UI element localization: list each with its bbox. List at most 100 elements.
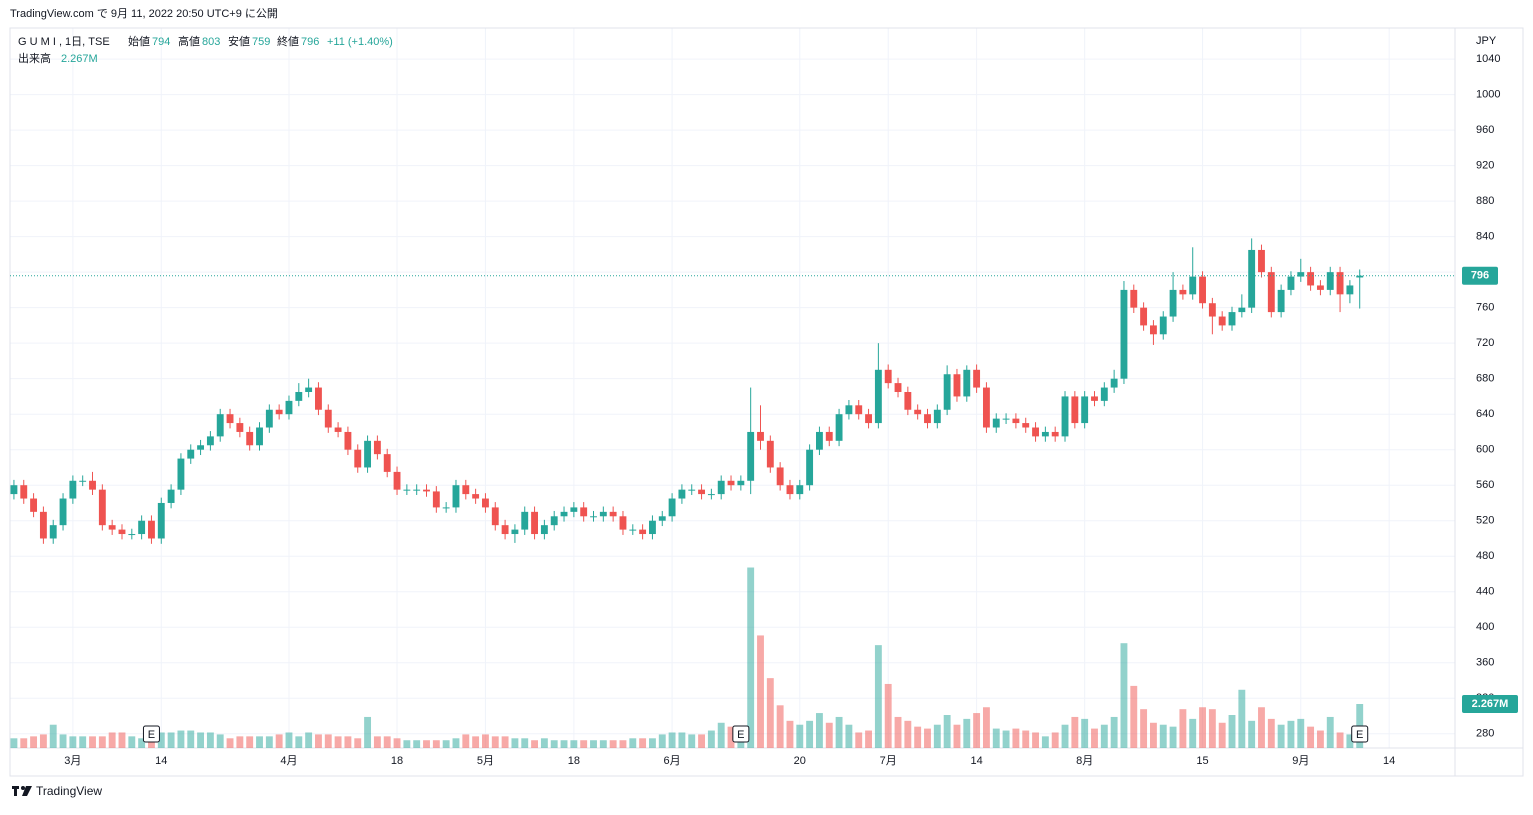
candle-body: [678, 489, 686, 499]
candle-body: [157, 502, 165, 539]
x-tick-label: 14: [155, 755, 167, 767]
candle-body: [79, 480, 87, 482]
candle-body: [1110, 378, 1118, 388]
volume-bar: [305, 732, 313, 748]
candle-body: [128, 534, 136, 536]
volume-bar: [639, 738, 647, 748]
candle-body: [1061, 396, 1069, 437]
volume-bar: [1081, 718, 1089, 748]
volume-bar: [49, 724, 57, 748]
volume-bar: [1022, 730, 1030, 748]
y-tick-label: 960: [1476, 124, 1494, 136]
candle-body: [943, 374, 951, 410]
x-tick-label: 7月: [880, 755, 897, 767]
volume-bar: [1238, 689, 1246, 748]
candle-body: [521, 511, 529, 530]
volume-bar: [167, 732, 175, 748]
volume-bar: [757, 635, 764, 748]
volume-bar: [521, 738, 529, 748]
candle-body: [98, 489, 106, 526]
candle-body: [69, 480, 77, 499]
volume-bar: [874, 645, 882, 748]
candle-body: [992, 418, 1000, 428]
candle-body: [491, 507, 499, 526]
candle-body: [452, 485, 460, 508]
candle-body: [953, 374, 961, 397]
high-label: 高値: [178, 34, 200, 48]
y-tick-label: 280: [1476, 728, 1494, 740]
footer-logo: TradingView: [36, 784, 102, 798]
volume-bar: [246, 736, 254, 748]
candle-body: [855, 405, 863, 415]
candle-body: [1267, 272, 1275, 313]
volume-bar: [894, 716, 902, 748]
volume-bar: [698, 734, 705, 748]
volume-bar: [1110, 716, 1118, 748]
candle-body: [1326, 272, 1334, 290]
candle-body: [982, 387, 990, 428]
candle-body: [49, 525, 57, 539]
candle-body: [1208, 303, 1216, 317]
volume-bar: [324, 734, 332, 748]
candle-body: [1002, 418, 1010, 420]
candle-body: [344, 431, 352, 450]
open-label: 始値: [128, 34, 150, 48]
candle-body: [118, 529, 126, 535]
volume-bar: [344, 736, 352, 748]
candle-body: [757, 431, 764, 441]
volume-bar: [973, 713, 981, 748]
candle-body: [786, 485, 794, 495]
candle-body: [334, 427, 342, 432]
earnings-label: E: [148, 729, 155, 741]
volume-bar: [747, 567, 755, 748]
volume-bar: [982, 707, 990, 748]
volume-bar: [855, 732, 863, 748]
x-tick-label: 14: [1383, 755, 1395, 767]
volume-bar: [482, 734, 489, 748]
volume-bar: [540, 738, 548, 748]
volume-bar: [1199, 707, 1206, 748]
volume-bar: [992, 728, 1000, 748]
candle-body: [413, 489, 421, 491]
candle-body: [511, 529, 519, 535]
x-tick-label: 14: [970, 755, 982, 767]
volume-bar: [1091, 728, 1098, 748]
volume-bar: [265, 736, 273, 748]
volume-bar: [1140, 709, 1148, 748]
volume-bar: [953, 724, 961, 748]
candle-body: [609, 511, 617, 517]
candle-body: [138, 520, 146, 535]
volume-bar: [315, 734, 322, 748]
x-tick-label: 4月: [280, 755, 297, 767]
candle-body: [874, 369, 882, 424]
candle-body: [501, 525, 509, 535]
grid: [10, 28, 1455, 748]
candle-body: [1238, 307, 1246, 313]
candle-body: [924, 414, 931, 424]
volume-bar: [1316, 730, 1324, 748]
candle-body: [1356, 275, 1364, 278]
legend-header: G U M I , 1日, TSE 始値 794 高値 803 安値 759 終…: [18, 34, 393, 65]
volume-bar: [108, 732, 116, 748]
volume-bar: [511, 738, 519, 748]
close-label: 終値: [277, 34, 299, 48]
volume-bar: [59, 734, 67, 748]
candle-body: [364, 440, 372, 468]
candle-body: [305, 387, 313, 392]
candle-body: [894, 383, 902, 392]
candle-body: [1218, 316, 1226, 326]
candle-body: [383, 454, 391, 472]
volume-bar: [1297, 718, 1305, 748]
candle-body: [1091, 396, 1098, 401]
x-tick-label: 8月: [1076, 755, 1093, 767]
candle-body: [59, 498, 67, 526]
earnings-label: E: [737, 729, 744, 741]
candle-body: [1081, 396, 1089, 424]
volume-bar: [69, 736, 77, 748]
x-tick-label: 18: [568, 755, 580, 767]
open-value: 794: [152, 36, 170, 48]
volume-bar: [403, 740, 411, 748]
candle-body: [1140, 307, 1148, 326]
volume-bar: [1130, 685, 1138, 748]
y-tick-label: 520: [1476, 515, 1494, 527]
